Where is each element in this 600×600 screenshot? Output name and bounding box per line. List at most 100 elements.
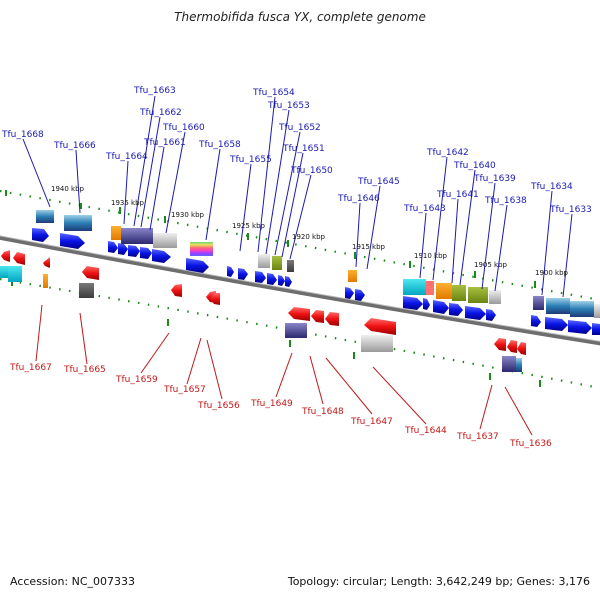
forward-gene [449,303,463,316]
gene-label: Tfu_1655 [229,155,272,165]
gene-label: Tfu_1633 [549,205,592,215]
gene-label: Tfu_1636 [509,439,552,449]
feature-block [272,256,282,270]
forward-gene [568,320,592,334]
gene-label: Tfu_1658 [198,140,241,150]
gene-label: Tfu_1664 [105,152,148,162]
reverse-gene [288,307,310,321]
reverse-gene [517,342,526,355]
forward-gene [355,289,365,301]
scale-label: 1915 kbp [352,243,386,251]
gene-label: Tfu_1667 [9,363,52,373]
top-labels: Tfu_1668 Tfu_1666 Tfu_1664 Tfu_1663 Tfu_… [1,86,592,215]
feature-block [111,226,121,240]
forward-gene [255,271,266,283]
feature-block [516,358,522,372]
feature-block [489,290,501,304]
gene-label: Tfu_1653 [267,101,310,111]
gene-label: Tfu_1645 [357,177,400,187]
feature-block [121,228,153,244]
forward-gene [60,233,85,249]
forward-gene [285,276,292,287]
gene-label: Tfu_1647 [350,417,393,427]
gene-label: Tfu_1640 [453,161,496,171]
gene-label: Tfu_1649 [250,399,293,409]
feature-block [436,283,452,299]
forward-gene [531,315,541,327]
reverse-gene [43,257,50,268]
forward-gene [433,300,449,314]
forward-gene [128,245,140,257]
forward-gene [140,247,152,259]
reverse-gene [1,250,10,262]
feature-block [468,287,488,303]
reverse-gene [82,266,99,280]
forward-gene [186,258,209,273]
scale-label: 1935 kbp [111,199,145,207]
forward-gene [465,306,486,320]
feature-block [426,281,434,295]
reverse-gene [364,318,396,335]
feature-block [79,283,94,298]
page-title: Thermobifida fusca YX, complete genome [174,10,426,24]
gene-label: Tfu_1661 [143,138,186,148]
gene-label: Tfu_1662 [139,108,182,118]
gene-label: Tfu_1660 [162,123,205,133]
gene-label: Tfu_1666 [53,141,96,151]
feature-block [287,260,294,272]
feature-block [348,270,357,282]
reverse-gene [171,284,182,297]
gene-label: Tfu_1665 [63,365,106,375]
gene-label: Tfu_1650 [290,166,333,176]
scale-label: 1925 kbp [232,222,266,230]
gene-label: Tfu_1646 [337,194,380,204]
gene-label: Tfu_1654 [252,88,295,98]
gene-label: Tfu_1656 [197,401,240,411]
feature-block [546,298,570,314]
feature-block [258,254,270,268]
top-leader-lines [22,95,573,298]
forward-features [36,210,600,318]
genome-summary: Topology: circular; Length: 3,642,249 bp… [287,575,590,588]
reverse-gene [13,252,25,265]
gene-label: Tfu_1648 [301,407,344,417]
forward-gene [267,273,277,285]
forward-gene [152,249,171,263]
gene-label: Tfu_1641 [436,190,479,200]
genome-backbone [0,235,600,346]
forward-gene [278,275,285,286]
scale-label: 1930 kbp [171,211,205,219]
bottom-labels: Tfu_1667 Tfu_1665 Tfu_1659 Tfu_1657 Tfu_… [9,363,552,449]
scale-label: 1920 kbp [292,233,326,241]
gene-label: Tfu_1638 [484,196,527,206]
feature-block [570,301,594,317]
gene-label: Tfu_1642 [426,148,469,158]
gene-label: Tfu_1644 [404,426,447,436]
scale-label: 1910 kbp [414,252,448,260]
feature-block [594,304,600,318]
scale-labels: 1940 kbp 1935 kbp 1930 kbp 1925 kbp 1920… [51,185,569,277]
gene-label: Tfu_1659 [115,375,158,385]
gene-label: Tfu_1634 [530,182,573,192]
forward-genes [32,228,600,335]
feature-block [153,233,177,248]
forward-gene [403,296,423,310]
reverse-gene [494,338,506,351]
forward-gene [423,298,430,310]
reverse-gene [507,340,517,353]
forward-gene [118,243,128,255]
feature-block [361,335,393,352]
feature-block [36,210,54,223]
gene-label: Tfu_1651 [282,144,325,154]
gene-label: Tfu_1668 [1,130,44,140]
gene-label: Tfu_1657 [163,385,206,395]
forward-gene [238,268,248,280]
forward-gene [227,266,234,277]
feature-block [533,296,544,310]
gene-label: Tfu_1663 [133,86,176,96]
feature-block [8,266,22,282]
reverse-features [0,266,522,372]
gene-label: Tfu_1643 [403,204,446,214]
forward-gene [592,323,600,335]
